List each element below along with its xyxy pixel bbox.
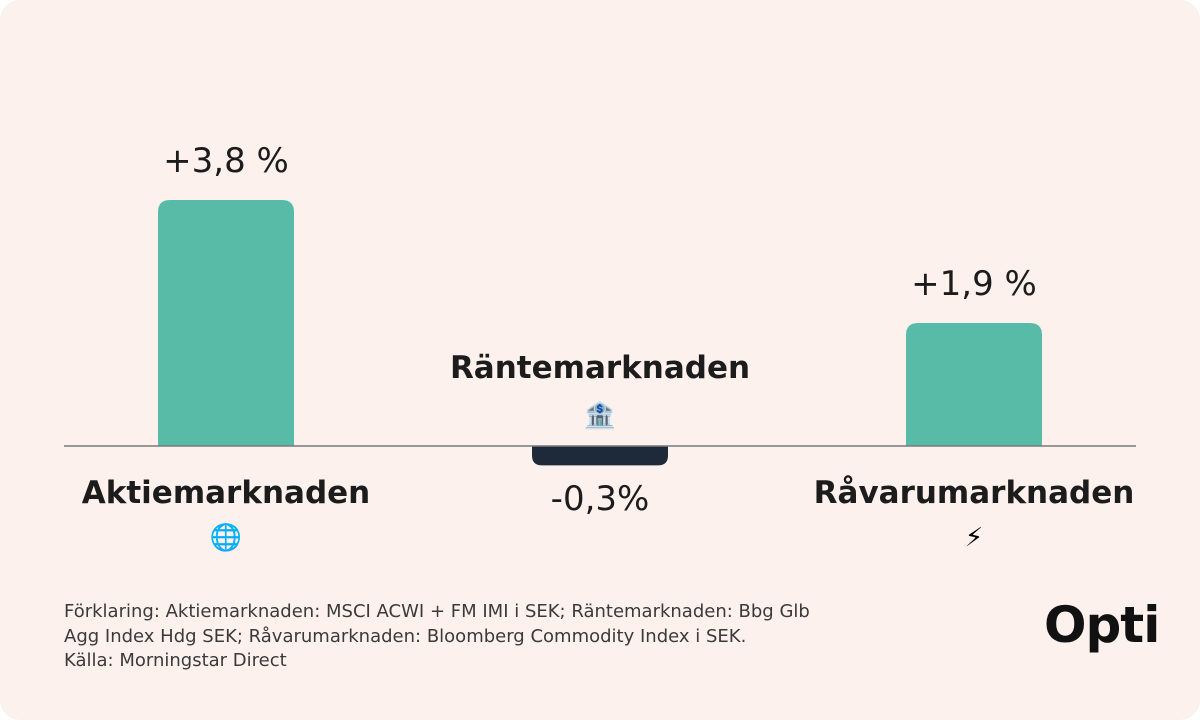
bars-group (158, 200, 1042, 466)
bar-ravarumarknaden (906, 323, 1042, 446)
bar-rantemarknaden (532, 446, 668, 466)
category-label-rantemarknaden: Räntemarknaden (450, 350, 750, 386)
opti-logo: Opti (1044, 596, 1160, 654)
value-label-ravarumarknaden: +1,9 % (911, 264, 1037, 304)
bar-aktiemarknaden (158, 200, 294, 446)
footnote-line: Förklaring: Aktiemarknaden: MSCI ACWI + … (64, 601, 810, 622)
bank-icon: 🏦 (584, 400, 616, 431)
category-label-aktiemarknaden: Aktiemarknaden (82, 475, 370, 511)
footnote: Förklaring: Aktiemarknaden: MSCI ACWI + … (64, 600, 964, 674)
footnote-line: Agg Index Hdg SEK; Råvarumarknaden: Bloo… (64, 625, 747, 647)
lightning-icon: ⚡ (965, 523, 983, 553)
globe-icon: 🌐 (210, 522, 242, 553)
footnote-line: Källa: Morningstar Direct (64, 650, 287, 671)
category-label-ravarumarknaden: Råvarumarknaden (814, 475, 1135, 511)
value-label-rantemarknaden: -0,3% (551, 479, 650, 519)
value-label-aktiemarknaden: +3,8 % (163, 141, 289, 181)
